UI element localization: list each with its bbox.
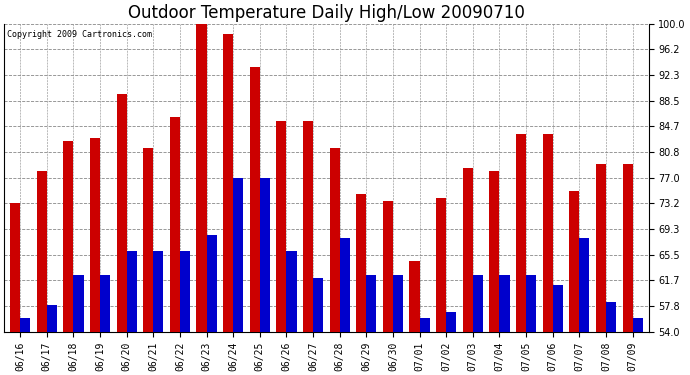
Bar	[606, 302, 616, 332]
Bar	[409, 261, 420, 332]
Bar	[276, 121, 286, 332]
Bar	[303, 121, 313, 332]
Bar	[153, 251, 164, 332]
Title: Outdoor Temperature Daily High/Low 20090710: Outdoor Temperature Daily High/Low 20090…	[128, 4, 525, 22]
Bar	[330, 148, 339, 332]
Bar	[100, 275, 110, 332]
Bar	[622, 164, 633, 332]
Bar	[436, 198, 446, 332]
Bar	[633, 318, 643, 332]
Bar	[47, 305, 57, 332]
Bar	[516, 134, 526, 332]
Bar	[463, 168, 473, 332]
Bar	[339, 238, 350, 332]
Bar	[260, 178, 270, 332]
Bar	[37, 171, 47, 332]
Bar	[446, 312, 456, 332]
Bar	[596, 164, 606, 332]
Bar	[489, 171, 500, 332]
Bar	[393, 275, 403, 332]
Bar	[313, 278, 323, 332]
Bar	[10, 203, 20, 332]
Bar	[143, 148, 153, 332]
Bar	[526, 275, 536, 332]
Bar	[542, 134, 553, 332]
Bar	[180, 251, 190, 332]
Bar	[197, 24, 206, 332]
Bar	[233, 178, 244, 332]
Bar	[553, 285, 563, 332]
Bar	[73, 275, 83, 332]
Bar	[206, 235, 217, 332]
Bar	[500, 275, 510, 332]
Bar	[117, 94, 127, 332]
Bar	[356, 195, 366, 332]
Bar	[383, 201, 393, 332]
Bar	[90, 138, 100, 332]
Bar	[170, 117, 180, 332]
Bar	[223, 34, 233, 332]
Bar	[580, 238, 589, 332]
Bar	[366, 275, 377, 332]
Bar	[20, 318, 30, 332]
Bar	[420, 318, 430, 332]
Bar	[63, 141, 73, 332]
Bar	[127, 251, 137, 332]
Text: Copyright 2009 Cartronics.com: Copyright 2009 Cartronics.com	[8, 30, 152, 39]
Bar	[250, 67, 260, 332]
Bar	[569, 191, 580, 332]
Bar	[473, 275, 483, 332]
Bar	[286, 251, 297, 332]
